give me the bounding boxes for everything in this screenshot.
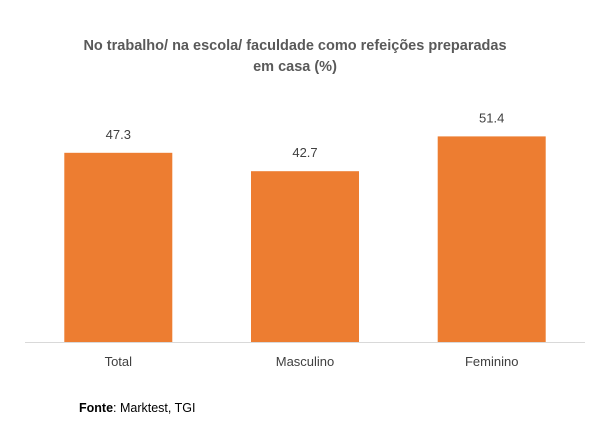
bar-total	[64, 152, 173, 342]
tick-label-total: Total	[105, 354, 133, 369]
bar-masculino	[251, 171, 359, 342]
source-text: : Marktest, TGI	[113, 401, 196, 415]
data-label-masculino: 42.7	[292, 145, 317, 160]
source-note: Fonte: Marktest, TGI	[79, 401, 195, 415]
source-label: Fonte	[79, 401, 114, 415]
chart-title-line-1: No trabalho/ na escola/ faculdade como r…	[83, 38, 507, 54]
chart-title-line-2: em casa (%)	[253, 59, 337, 75]
data-label-total: 47.3	[106, 127, 131, 142]
tick-label-feminino: Feminino	[465, 354, 518, 369]
chart-title: No trabalho/ na escola/ faculdade como r…	[0, 36, 590, 78]
tick-label-masculino: Masculino	[276, 354, 335, 369]
bar-feminino	[437, 136, 546, 342]
data-label-feminino: 51.4	[479, 110, 504, 125]
